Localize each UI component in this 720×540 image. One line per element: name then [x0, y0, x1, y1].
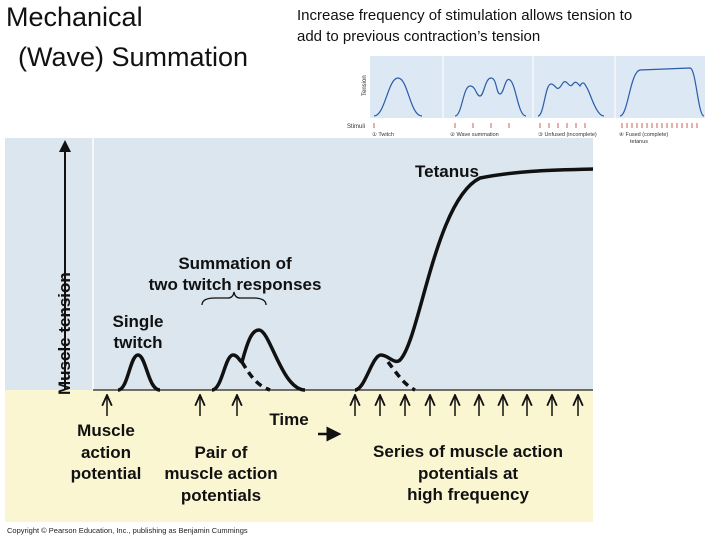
inset-y-label: Tension: [362, 75, 368, 96]
tension-region: [5, 138, 593, 390]
series-ap-label: potentials at: [418, 464, 518, 483]
stimulus-region: [5, 390, 593, 522]
inset-curve: [373, 77, 423, 117]
x-axis-label: Time: [269, 410, 308, 429]
title-line: Mechanical: [6, 2, 143, 32]
inset-panel-label: ④ Fused (complete): [619, 131, 668, 138]
inset-stimuli-label: Stimuli: [347, 124, 365, 130]
pair-ap-label: muscle action: [164, 464, 277, 483]
inset-panel-label: ② Wave summation: [450, 131, 499, 138]
single-twitch-curve: [117, 353, 161, 392]
twitch-decay-dashed: [240, 361, 271, 392]
inset-stimuli: [373, 123, 698, 128]
y-axis-label: Muscle tension: [55, 272, 74, 395]
inset-curve: [619, 67, 705, 117]
action-potential-arrows: [107, 395, 578, 416]
bracket: [201, 291, 267, 306]
inset-curve: [537, 81, 605, 117]
inset-panel-label: ① Twitch: [372, 131, 394, 138]
series-ap-label: high frequency: [407, 485, 529, 504]
single-ap-label: action: [81, 443, 131, 462]
inset-panel-label: ③ Unfused (incomplete): [538, 131, 597, 138]
single-ap-label: potential: [71, 464, 142, 483]
summation-curve: [211, 328, 306, 392]
series-ap-label: Series of muscle action: [373, 442, 563, 461]
diagram: Muscle tension Tetanus Summation of two …: [5, 138, 594, 535]
tetanus-label: Tetanus: [415, 162, 479, 181]
single-twitch-label: Single: [112, 312, 163, 331]
description-line: add to previous contraction’s tension: [297, 28, 540, 45]
pair-ap-label: potentials: [181, 486, 261, 505]
inset-panel-label: tetanus: [630, 139, 648, 145]
summation-label: two twitch responses: [149, 275, 322, 294]
inset-curve: [454, 77, 527, 117]
single-twitch-label: twitch: [113, 333, 162, 352]
twitch-decay-dashed: [386, 360, 416, 392]
single-ap-label: Muscle: [77, 421, 135, 440]
inset-plot: [370, 56, 705, 118]
description-line: Increase frequency of stimulation allows…: [297, 7, 632, 24]
title-line: (Wave) Summation: [18, 42, 248, 72]
pair-ap-label: Pair of: [195, 443, 248, 462]
copyright: Copyright © Pearson Education, Inc., pub…: [7, 526, 248, 535]
summation-label: Summation of: [178, 254, 292, 273]
tetanus-curve: [354, 167, 594, 392]
